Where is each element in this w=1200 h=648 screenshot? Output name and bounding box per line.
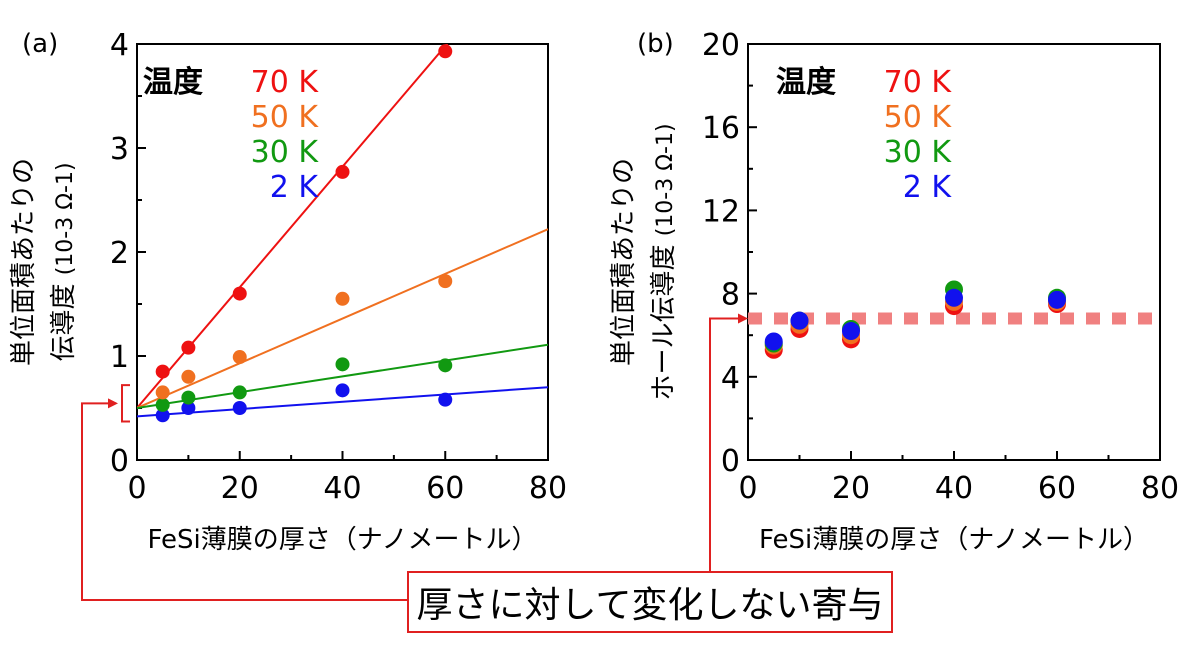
data-point-30K — [335, 357, 350, 372]
y-tick-label: 12 — [702, 194, 740, 229]
data-point-50K — [438, 274, 453, 289]
data-point-70K — [438, 44, 453, 59]
intercept-bracket — [121, 384, 130, 423]
legend: 温度 70 K50 K30 K2 K — [143, 65, 319, 205]
y-axis-label-line2: ホール伝導度 (10-3 Ω-1) — [649, 123, 679, 400]
x-axis-label: FeSi薄膜の厚さ（ナノメートル） — [148, 525, 538, 555]
legend-title: 温度 — [776, 65, 836, 100]
data-point-50K — [155, 385, 170, 400]
y-tick-label: 2 — [110, 236, 129, 271]
panel-label: (b) — [637, 29, 674, 59]
y-tick-label: 4 — [110, 28, 129, 63]
data-point-50K — [232, 350, 247, 365]
data-point-30K — [232, 385, 247, 400]
y-tick-label: 4 — [721, 361, 740, 396]
x-axis-label: FeSi薄膜の厚さ（ナノメートル） — [759, 525, 1149, 555]
fit-line-2K — [137, 386, 548, 418]
legend-entry-50K: 50 K — [884, 100, 953, 135]
data-point-70K — [335, 164, 350, 179]
data-point-2K — [181, 401, 196, 415]
data-point-2K — [945, 288, 963, 307]
data-point-2K — [232, 401, 247, 415]
legend: 温度 70 K50 K30 K2 K — [776, 65, 952, 205]
panel-a: (a) 0 20 40 60 80 0 1 2 3 4 FeSi薄膜の厚さ（ナノメートル） 単位面積あた… — [9, 28, 567, 555]
legend-entry-70K: 70 K — [251, 65, 320, 100]
annotation-connectors — [81, 319, 893, 601]
annotation-text: 厚さに対して変化しない寄与 — [416, 585, 884, 626]
y-axis-unit: (10-3 Ω-1) — [53, 162, 78, 275]
legend-entry-50K: 50 K — [251, 100, 320, 135]
data-point-30K — [155, 397, 170, 412]
data-point-2K — [155, 408, 170, 423]
x-tick-label: 20 — [221, 471, 259, 506]
y-tick-label: 0 — [721, 444, 740, 479]
data-point-70K — [155, 364, 170, 379]
fit-line-70K — [137, 44, 449, 409]
data-point-30K — [181, 390, 196, 405]
plot-area — [137, 44, 548, 418]
data-point-2K — [842, 322, 860, 341]
y-tick-label: 1 — [110, 340, 129, 375]
y-tick-label: 0 — [110, 444, 129, 479]
data-point-2K — [438, 392, 453, 407]
y-tick-label: 16 — [702, 111, 740, 146]
panel-label: (a) — [22, 29, 58, 59]
x-tick-label: 80 — [1141, 471, 1179, 506]
data-point-2K — [764, 332, 783, 351]
legend-title: 温度 — [143, 65, 203, 100]
legend-entry-2K: 2 K — [270, 170, 320, 205]
y-axis-unit: (10-3 Ω-1) — [653, 123, 678, 236]
fit-line-50K — [137, 228, 548, 409]
arrow-to-panel-a — [81, 398, 407, 601]
panel-b: (b) 0 20 40 60 80 0 4 8 12 16 20 FeSi薄膜の厚さ（ナノメートル） 単位… — [609, 28, 1179, 555]
legend-entry-2K: 2 K — [903, 170, 953, 205]
x-tick-label: 40 — [323, 471, 361, 506]
y-tick-label: 8 — [721, 278, 740, 313]
y-axis-label-line1: 単位面積あたりの — [609, 158, 639, 366]
x-tick-label: 0 — [127, 471, 146, 506]
data-point-2K — [790, 311, 809, 330]
data-point-2K — [335, 383, 350, 398]
annotation-box: 厚さに対して変化しない寄与 — [407, 571, 893, 633]
data-point-30K — [438, 358, 453, 373]
y-tick-label: 3 — [110, 132, 129, 167]
data-point-70K — [232, 286, 247, 301]
x-tick-label: 20 — [832, 471, 870, 506]
x-tick-label: 40 — [935, 471, 973, 506]
data-point-70K — [181, 340, 196, 355]
y-axis-label-line1: 単位面積あたりの — [9, 158, 39, 366]
data-point-50K — [335, 291, 350, 306]
arrow-to-panel-b — [709, 319, 893, 571]
x-tick-label: 60 — [426, 471, 464, 506]
fit-line-30K — [137, 343, 548, 409]
y-tick-label: 20 — [702, 28, 740, 63]
plot-frame — [747, 43, 1161, 461]
y-axis-label-line2: 伝導度 (10-3 Ω-1) — [49, 162, 79, 361]
legend-entry-30K: 30 K — [251, 135, 320, 170]
legend-entry-70K: 70 K — [884, 65, 953, 100]
x-tick-label: 0 — [738, 471, 757, 506]
data-point-2K — [1048, 290, 1066, 309]
legend-entry-30K: 30 K — [884, 135, 953, 170]
x-tick-label: 60 — [1038, 471, 1076, 506]
data-point-50K — [181, 369, 196, 384]
x-tick-label: 80 — [529, 471, 567, 506]
